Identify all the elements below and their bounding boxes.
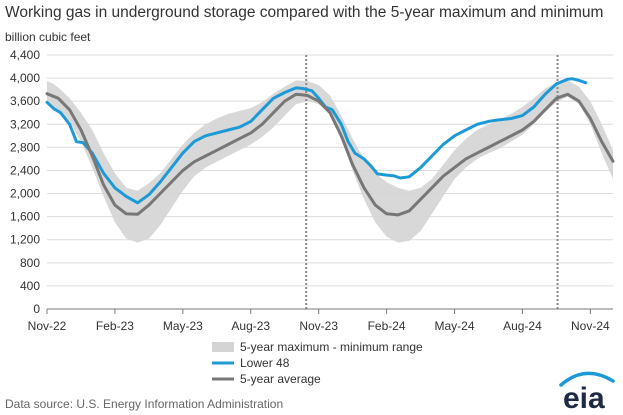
x-tick-label: Aug-24 <box>503 319 542 333</box>
chart-title: Working gas in underground storage compa… <box>5 4 604 21</box>
legend-label: 5-year maximum - minimum range <box>240 340 423 354</box>
gridlines <box>47 54 613 287</box>
x-tick-label: May-23 <box>163 319 203 333</box>
legend-swatch-range <box>212 342 234 352</box>
legend: 5-year maximum - minimum range Lower 48 5-… <box>212 340 423 386</box>
range-band-layer <box>47 80 613 243</box>
y-tick-label: 4,400 <box>10 48 40 62</box>
series-line-5-year-average <box>45 92 615 217</box>
axes: 0 400 800 1,200 1,600 2,000 2,400 2,800 3,200 3,6… <box>10 48 613 333</box>
y-tick-label: 0 <box>33 302 40 316</box>
y-tick-label: 1,200 <box>10 233 40 247</box>
eia-logo: eia <box>559 371 615 412</box>
y-tick-label: 3,200 <box>10 117 40 131</box>
x-tick-label: Aug-23 <box>231 319 270 333</box>
legend-label: Lower 48 <box>240 356 290 370</box>
x-tick-label: Nov-23 <box>299 319 338 333</box>
x-tick-label: May-24 <box>435 319 475 333</box>
y-tick-label: 800 <box>20 256 40 270</box>
svg-text:eia: eia <box>563 382 605 412</box>
y-tick-label: 2,800 <box>10 140 40 154</box>
legend-label: 5-year average <box>240 372 321 386</box>
y-tick-label: 4,000 <box>10 71 40 85</box>
range-band <box>47 80 613 243</box>
x-tick-label: Feb-24 <box>368 319 406 333</box>
y-tick-label: 2,400 <box>10 163 40 177</box>
x-tick-label: Nov-22 <box>28 319 67 333</box>
y-tick-label: 400 <box>20 279 40 293</box>
y-tick-label: 3,600 <box>10 94 40 108</box>
y-axis-label: billion cubic feet <box>5 30 91 44</box>
series-lines <box>45 77 615 217</box>
x-tick-label: Feb-23 <box>96 319 134 333</box>
y-tick-label: 1,600 <box>10 210 40 224</box>
data-source-note: Data source: U.S. Energy Information Adm… <box>5 397 284 411</box>
y-tick-label: 2,000 <box>10 187 40 201</box>
x-tick-label: Nov-24 <box>571 319 610 333</box>
